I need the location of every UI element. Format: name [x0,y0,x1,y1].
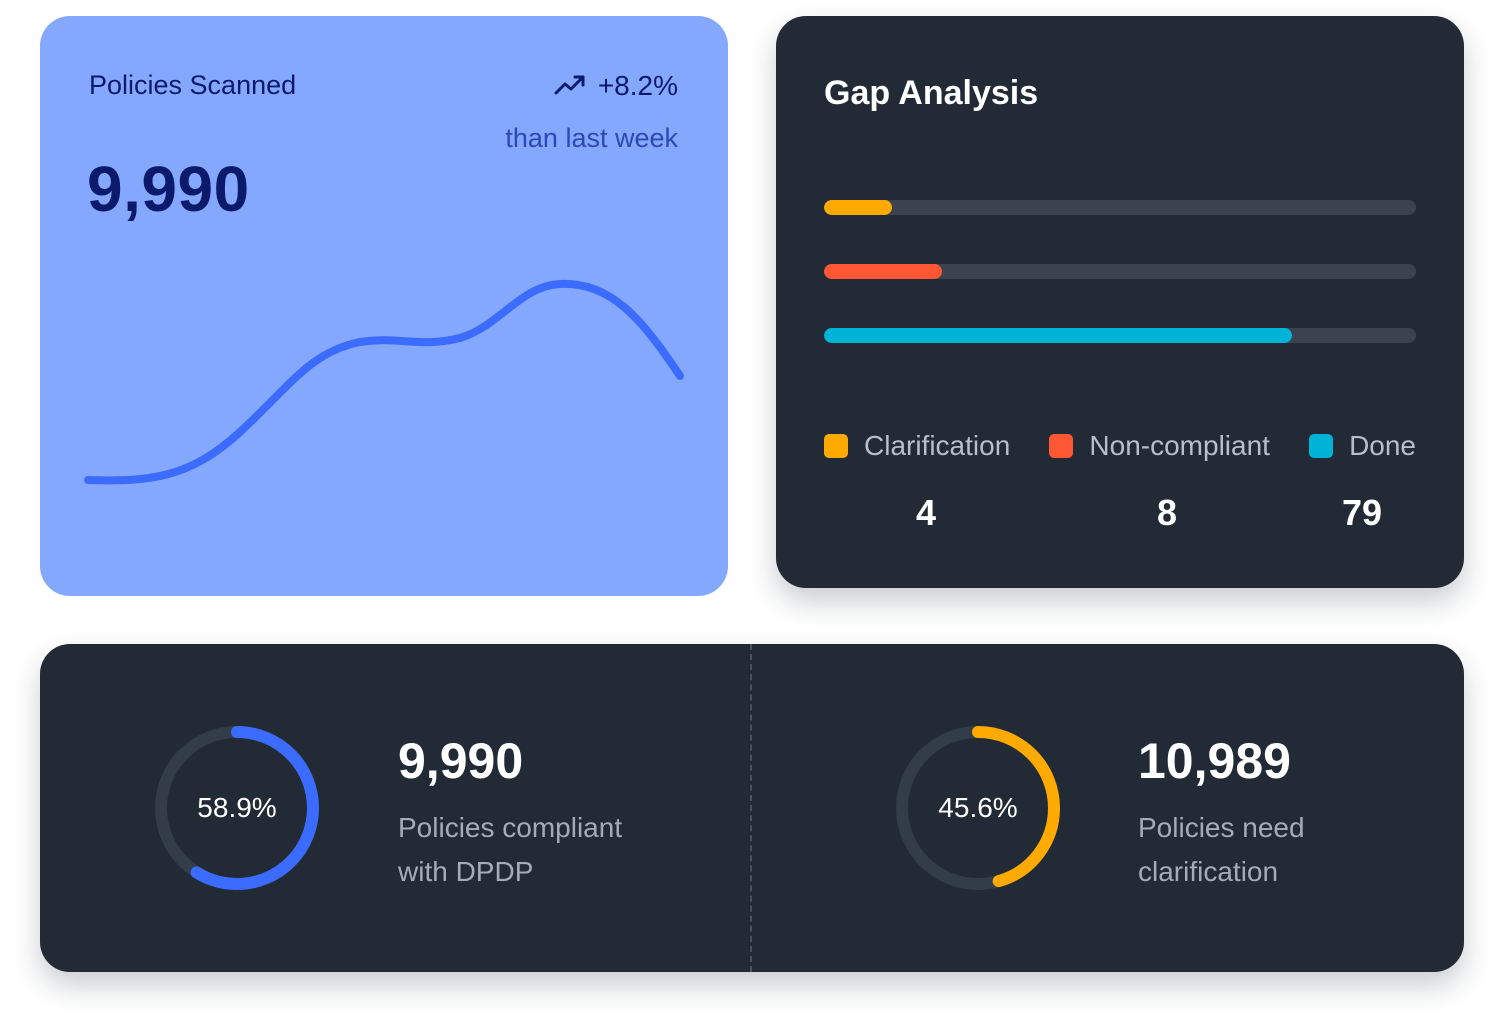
gap-analysis-card: Gap Analysis Clarification Non-compliant… [776,16,1464,588]
non-compliant-bar [824,264,943,279]
trend-value: +8.2% [597,70,678,101]
compliant-value: 9,990 [398,733,524,789]
done-swatch [1309,434,1334,458]
trend-line [84,279,684,485]
clarification-donut: 45.6% [893,723,1063,893]
stats-divider [750,644,752,972]
non-compliant-count: 8 [1156,492,1178,533]
clarification-bar-track [824,200,1416,215]
done-bar [824,328,1292,343]
legend-label: Done [1349,430,1416,461]
clarification-description: Policies need clarification [1138,806,1438,894]
non-compliant-swatch [1049,434,1074,458]
clarification-desc-line: Policies need [1138,812,1305,843]
trending-up-icon [554,73,586,100]
legend-label: Clarification [864,430,1011,461]
legend-item-done: Done [1309,430,1416,462]
clarification-swatch [824,434,848,458]
clarification-value: 10,989 [1138,733,1291,789]
clarification-percent: 45.6% [938,792,1018,823]
policies-scanned-card: Policies Scanned +8.2% than last week 9,… [40,16,728,596]
non-compliant-bar-track [824,264,1416,279]
compliant-donut: 58.9% [152,723,322,893]
clarification-bar [824,200,893,215]
policies-trend-chart [84,279,684,485]
compliance-stats-card: 58.9% 9,990 Policies compliant with DPDP… [40,644,1464,972]
compliant-percent: 58.9% [197,792,277,823]
compliant-desc-line: with DPDP [398,856,534,887]
compliant-donut-arc [155,726,319,890]
clarification-desc-line: clarification [1138,856,1279,887]
compliant-description: Policies compliant with DPDP [398,806,698,894]
done-count: 79 [1341,492,1383,533]
clarification-donut-arc [896,726,1060,890]
trend-indicator: +8.2% [554,70,678,102]
gap-analysis-title: Gap Analysis [824,74,1039,112]
compliant-desc-line: Policies compliant [398,812,623,843]
done-bar-track [824,328,1416,343]
legend-item-non-compliant: Non-compliant [1049,430,1270,462]
legend-item-clarification: Clarification [824,430,1010,462]
policies-scanned-value: 9,990 [87,153,250,225]
trend-label: than last week [505,123,678,153]
clarification-count: 4 [915,492,937,533]
legend-label: Non-compliant [1089,430,1270,461]
gap-legend: Clarification Non-compliant Done [824,430,1416,462]
policies-scanned-title: Policies Scanned [89,70,297,100]
